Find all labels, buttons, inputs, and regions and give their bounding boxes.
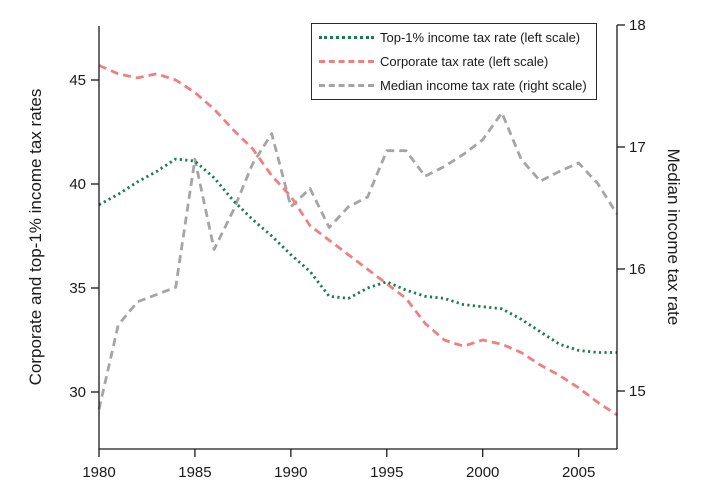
legend-item-median: Median income tax rate (right scale) [319, 75, 596, 97]
x-tick-label: 2000 [466, 464, 499, 481]
dashed-line-swatch-icon [319, 84, 374, 88]
dashed-line-swatch-icon [319, 60, 374, 63]
legend-item-corporate: Corporate tax rate (left scale) [319, 51, 596, 73]
x-tick-label: 2005 [562, 464, 595, 481]
y-left-tick-label: 45 [69, 72, 86, 89]
x-tick-label: 1990 [274, 464, 307, 481]
right-axis-title: Median income tax rate [664, 148, 683, 326]
y-right-tick-label: 18 [629, 17, 646, 34]
legend-label-top1: Top-1% income tax rate (left scale) [380, 29, 581, 45]
y-right-tick-label: 16 [629, 261, 646, 278]
y-left-tick-label: 35 [69, 280, 86, 297]
series-line-left-0 [98, 157, 617, 354]
legend-label-median: Median income tax rate (right scale) [380, 78, 587, 94]
y-left-tick-label: 40 [69, 176, 86, 193]
legend-item-top1: Top-1% income tax rate (left scale) [319, 26, 596, 48]
x-tick-label: 1980 [82, 464, 115, 481]
series-line-right-2 [97, 111, 619, 410]
legend: Top-1% income tax rate (left scale) Corp… [311, 23, 597, 100]
y-right-tick-label: 17 [629, 139, 646, 156]
left-axis-title: Corporate and top-1% income tax rates [26, 88, 45, 386]
series-line-left-1 [98, 64, 618, 417]
x-tick-label: 1995 [370, 464, 403, 481]
dotted-line-swatch-icon [319, 35, 374, 39]
y-left-tick-label: 30 [69, 384, 86, 401]
legend-label-corporate: Corporate tax rate (left scale) [380, 54, 549, 69]
x-tick-label: 1985 [178, 464, 211, 481]
y-right-tick-label: 15 [629, 383, 646, 400]
